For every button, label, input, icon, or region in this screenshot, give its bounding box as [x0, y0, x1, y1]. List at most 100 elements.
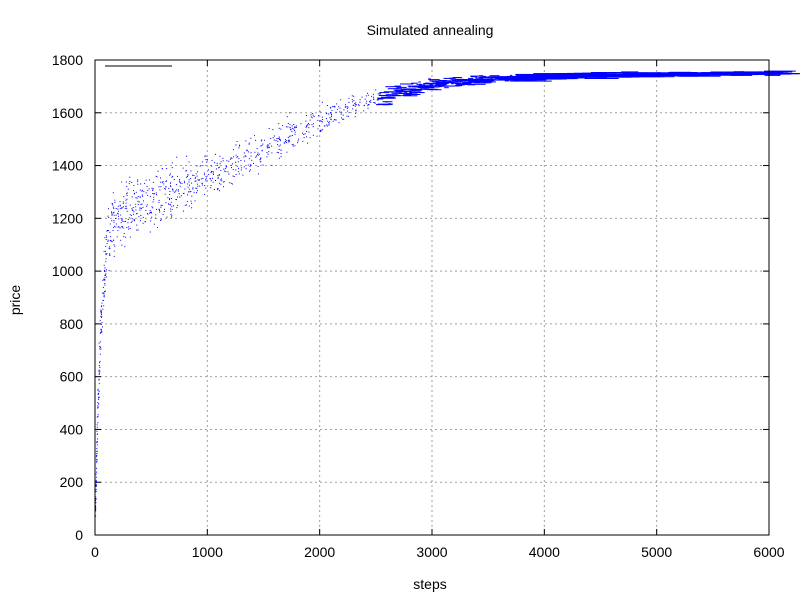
data-point [133, 220, 135, 222]
data-point [109, 231, 111, 233]
data-point [96, 448, 98, 450]
data-point [114, 245, 116, 247]
x-tick-label: 4000 [529, 544, 560, 560]
data-point [141, 190, 143, 192]
data-point [487, 78, 494, 80]
data-point [124, 221, 126, 222]
data-point [217, 176, 219, 178]
data-point [327, 120, 329, 122]
data-point [256, 155, 257, 157]
data-point [179, 196, 181, 198]
data-point [152, 188, 154, 190]
data-point [133, 185, 135, 187]
data-point [248, 143, 250, 145]
data-point [387, 88, 403, 90]
data-point [302, 132, 304, 134]
data-point [204, 155, 206, 157]
data-point [664, 73, 668, 75]
data-point [206, 161, 208, 163]
data-point [220, 169, 222, 171]
data-point [152, 189, 154, 191]
data-point [309, 137, 311, 139]
data-point [374, 102, 376, 104]
data-point [318, 125, 320, 127]
data-point [203, 174, 205, 176]
data-point [96, 442, 98, 444]
data-point [113, 239, 115, 241]
data-point [516, 74, 532, 76]
data-point [461, 79, 476, 80]
data-point [169, 198, 171, 200]
data-point [468, 77, 474, 79]
data-point [170, 213, 172, 215]
data-point [103, 250, 105, 252]
data-point [289, 124, 291, 126]
data-point [103, 293, 105, 295]
data-point [395, 92, 402, 94]
data-point [402, 94, 412, 96]
data-point [405, 94, 421, 95]
data-point [372, 94, 374, 96]
data-point [321, 116, 323, 118]
data-point [460, 84, 468, 85]
data-point [113, 250, 115, 252]
data-point [373, 98, 375, 100]
data-point [100, 348, 102, 350]
data-point [240, 169, 242, 171]
data-point [192, 174, 194, 176]
data-point [495, 78, 537, 79]
data-point [109, 223, 111, 225]
data-point [160, 220, 162, 221]
data-point [326, 113, 328, 115]
data-point [149, 231, 151, 233]
data-point [367, 92, 368, 94]
data-point [98, 373, 100, 375]
data-point [187, 186, 189, 188]
data-point [245, 156, 247, 158]
data-point [135, 209, 137, 211]
data-point [424, 86, 440, 88]
data-point [222, 160, 224, 162]
data-point [111, 211, 112, 213]
data-point [764, 70, 796, 72]
data-point [177, 204, 179, 206]
data-point [117, 226, 119, 228]
data-point [195, 187, 197, 189]
data-point [95, 505, 97, 507]
data-point [291, 127, 293, 129]
data-point [146, 204, 148, 206]
data-point [183, 210, 184, 212]
data-point [720, 73, 746, 75]
data-point [271, 164, 273, 166]
data-point [230, 164, 232, 166]
data-point [306, 131, 308, 132]
data-point [334, 106, 336, 108]
data-point [205, 179, 207, 181]
data-point [379, 92, 390, 94]
data-point [268, 128, 270, 129]
data-point [622, 72, 637, 74]
data-point [98, 372, 100, 374]
data-point [95, 491, 97, 493]
data-point [210, 187, 212, 189]
data-point [268, 146, 270, 148]
data-point [158, 186, 160, 188]
data-point [416, 83, 422, 85]
data-point [201, 161, 203, 163]
data-point [104, 271, 106, 272]
data-point [126, 208, 128, 210]
y-tick-label: 1800 [52, 52, 83, 68]
data-point [320, 130, 322, 131]
data-point [131, 196, 133, 198]
data-point [100, 315, 102, 317]
data-point [354, 103, 356, 105]
data-point [102, 299, 104, 301]
data-point [133, 219, 135, 221]
data-point [101, 331, 103, 332]
y-tick-label: 1200 [52, 210, 83, 226]
data-point [490, 77, 521, 79]
data-point [140, 208, 142, 210]
data-point [187, 194, 188, 196]
data-point [743, 74, 759, 76]
data-point [103, 292, 105, 294]
